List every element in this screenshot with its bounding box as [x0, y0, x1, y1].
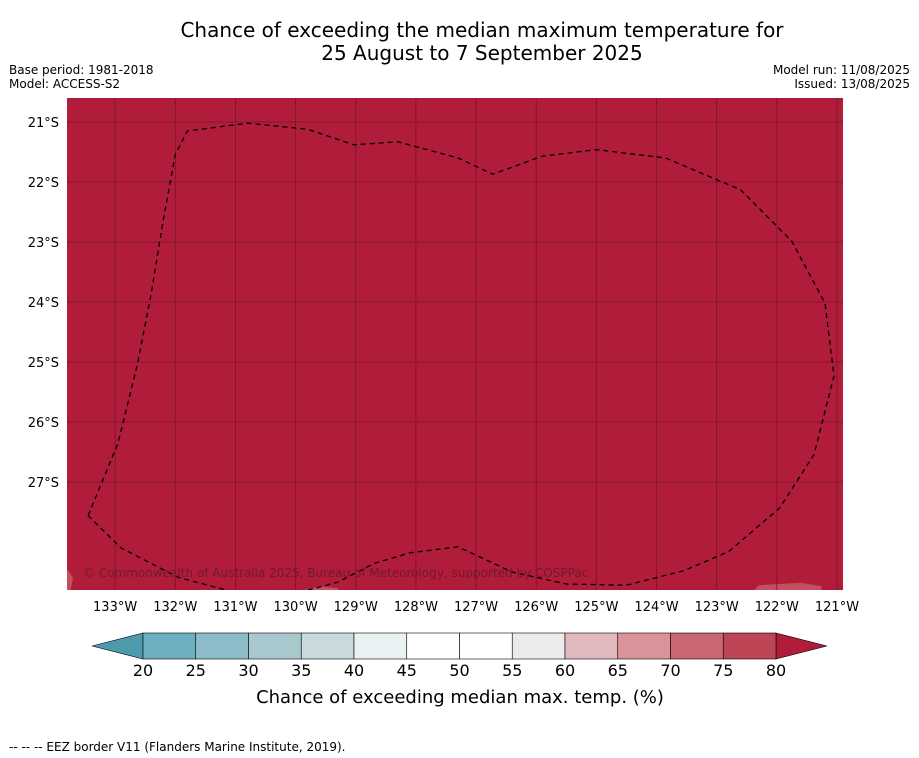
colorbar-low-extend	[91, 632, 144, 660]
colorbar-bin	[670, 632, 724, 660]
lat-label: 23°S	[28, 236, 59, 251]
colorbar-tick-label: 75	[713, 661, 733, 680]
colorbar-tick-label: 80	[766, 661, 786, 680]
colorbar-tick-label: 70	[660, 661, 680, 680]
lon-label: 124°W	[634, 600, 678, 615]
colorbar-bin	[406, 632, 460, 660]
lat-label: 27°S	[28, 476, 59, 491]
colorbar-tick-label: 45	[397, 661, 417, 680]
colorbar-tick-label: 35	[291, 661, 311, 680]
title-line-1: Chance of exceeding the median maximum t…	[180, 18, 784, 42]
base-period: Base period: 1981-2018	[9, 63, 154, 77]
colorbar-tick-label: 60	[555, 661, 575, 680]
colorbar-tick-label: 50	[449, 661, 469, 680]
legend-footnote: -- -- -- EEZ border V11 (Flanders Marine…	[9, 740, 346, 754]
issued-date: Issued: 13/08/2025	[794, 77, 910, 91]
colorbar-bin	[248, 632, 302, 660]
lon-label: 121°W	[815, 600, 859, 615]
map-background	[67, 98, 843, 590]
title-line-2: 25 August to 7 September 2025	[321, 41, 643, 65]
colorbar-tick-label: 65	[608, 661, 628, 680]
map-title: Chance of exceeding the median maximum t…	[0, 19, 919, 65]
colorbar-bin	[300, 632, 355, 660]
lon-label: 131°W	[213, 600, 257, 615]
graticule	[67, 98, 843, 590]
colorbar-tick-label: 30	[238, 661, 258, 680]
eez-border-line	[87, 122, 835, 590]
model-name: Model: ACCESS-S2	[9, 77, 121, 91]
lon-label: 132°W	[153, 600, 197, 615]
lon-label: 128°W	[394, 600, 438, 615]
lon-label: 122°W	[755, 600, 799, 615]
lat-label: 22°S	[28, 176, 59, 191]
colorbar-bin	[353, 632, 408, 660]
map-figure: © Commonwealth of Australia 2025, Bureau…	[28, 98, 859, 708]
lon-label: 125°W	[574, 600, 618, 615]
lon-label: 126°W	[514, 600, 558, 615]
colorbar-tick-label: 25	[186, 661, 206, 680]
colorbar-bin	[195, 632, 249, 660]
colorbar-bin	[722, 632, 777, 660]
lon-label: 133°W	[93, 600, 137, 615]
colorbar-tick-label: 55	[502, 661, 522, 680]
lat-label: 24°S	[28, 296, 59, 311]
colorbar-bin	[564, 632, 619, 660]
colorbar-tick-label: 40	[344, 661, 364, 680]
colorbar-bin	[459, 632, 513, 660]
colorbar-tick-label: 20	[133, 661, 153, 680]
model-run: Model run: 11/08/2025	[772, 63, 910, 77]
lon-label: 130°W	[274, 600, 318, 615]
run-info: Model run: 11/08/2025 Issued: 13/08/2025	[773, 63, 910, 91]
latitude-labels: 21°S 22°S 23°S 24°S 25°S 26°S 27°S	[28, 116, 59, 491]
light-patch-0	[67, 569, 73, 590]
lon-label: 129°W	[334, 600, 378, 615]
copyright-text: © Commonwealth of Australia 2025, Bureau…	[83, 566, 588, 580]
base-info: Base period: 1981-2018 Model: ACCESS-S2	[9, 63, 154, 91]
longitude-labels: 133°W 132°W 131°W 130°W 129°W 128°W 127°W 126°W…	[93, 600, 859, 615]
colorbar-bin	[617, 632, 671, 660]
colorbar: 20 25 30 35 40 45 50 55 60 65 70 75 80 Chance of exc…	[91, 632, 828, 708]
lon-label: 127°W	[454, 600, 498, 615]
colorbar-high-extend	[775, 632, 828, 660]
lon-label: 123°W	[695, 600, 739, 615]
lat-label: 21°S	[28, 116, 59, 131]
colorbar-bin	[142, 632, 197, 660]
lat-label: 26°S	[28, 416, 59, 431]
colorbar-bin	[511, 632, 566, 660]
light-patch-2	[754, 582, 822, 590]
lat-label: 25°S	[28, 356, 59, 371]
colorbar-label: Chance of exceeding median max. temp. (%…	[256, 687, 664, 708]
